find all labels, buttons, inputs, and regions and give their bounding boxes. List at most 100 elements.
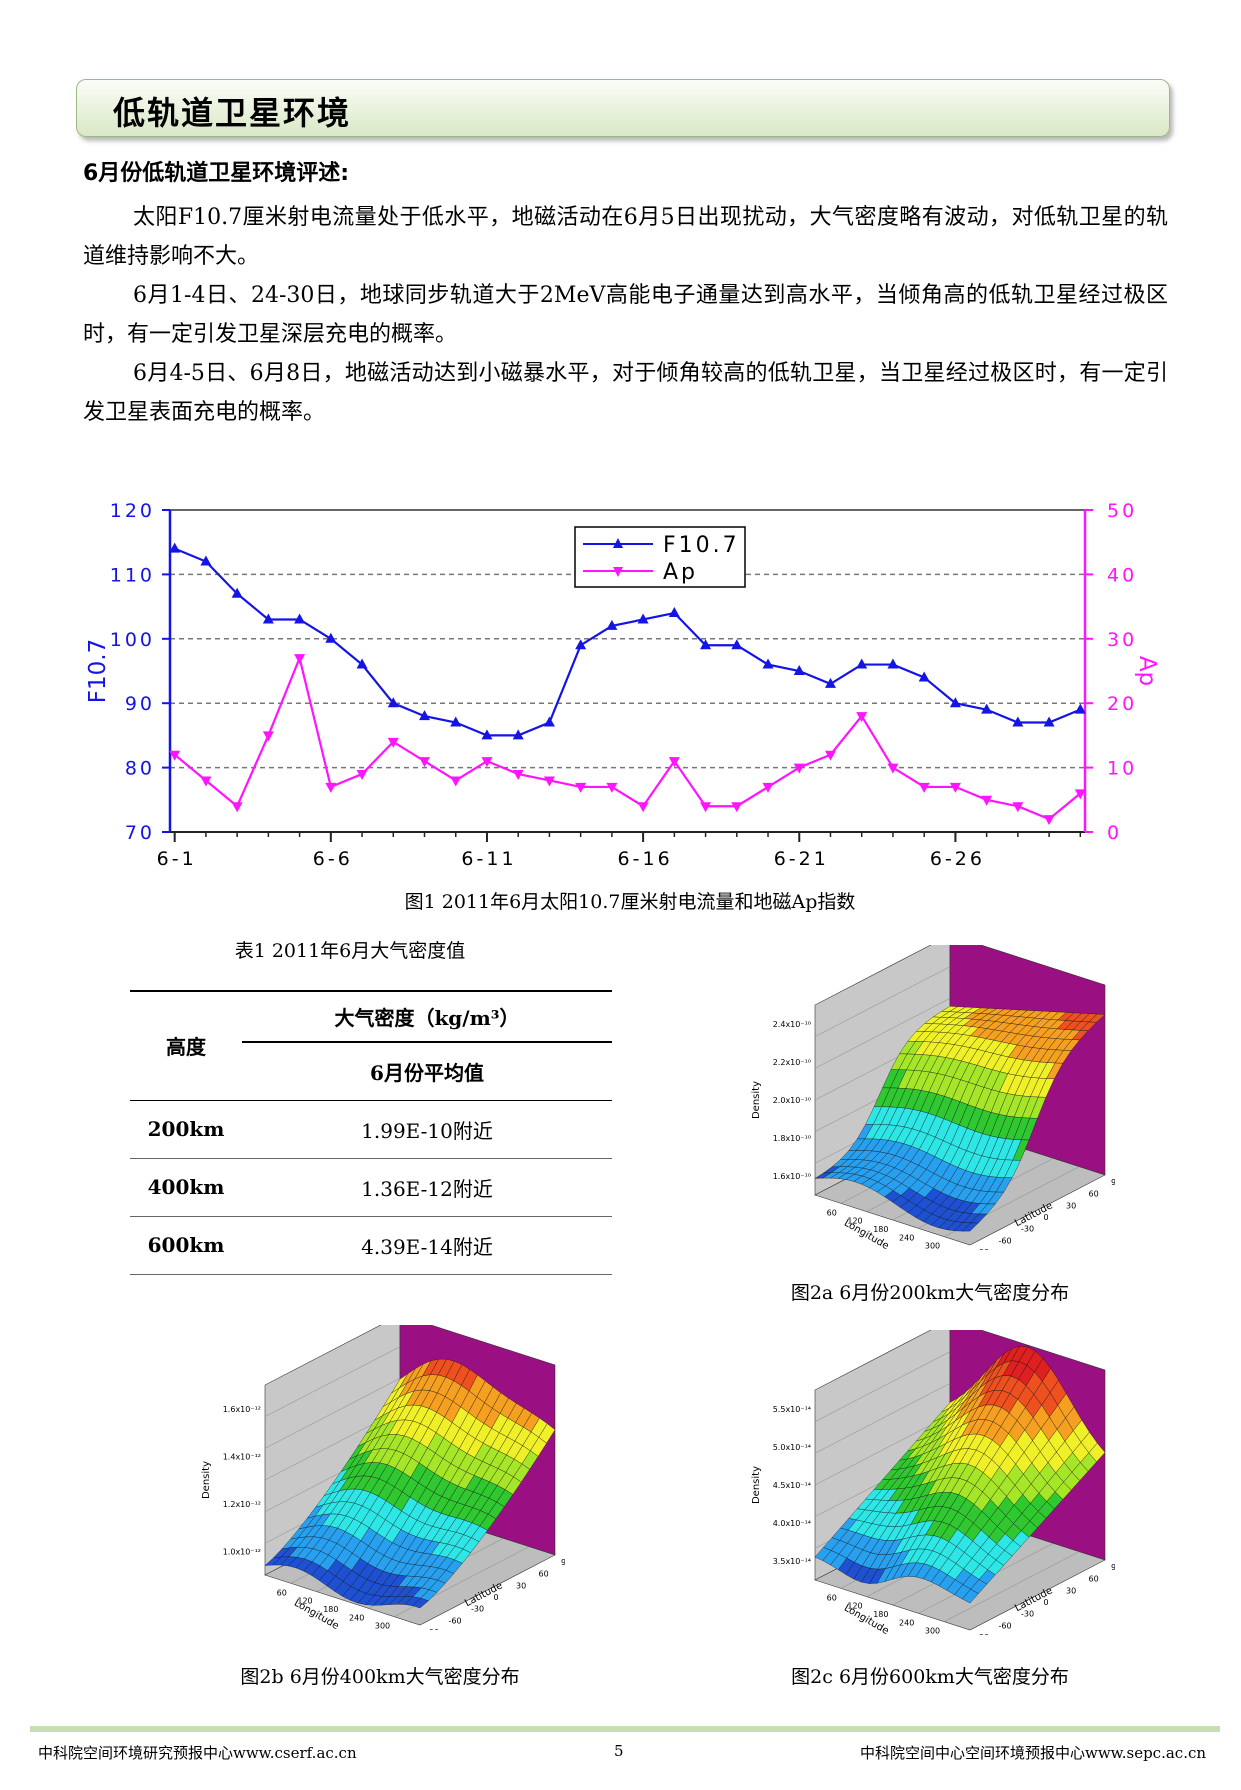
lon-tick-label: 240 xyxy=(899,1233,914,1242)
data-point xyxy=(450,776,462,787)
x-tick-label: 6-21 xyxy=(774,848,829,870)
lon-tick-label: 120 xyxy=(297,1597,312,1606)
right-axis-title: Ap xyxy=(1134,656,1160,686)
data-point xyxy=(668,757,680,768)
data-point xyxy=(637,613,649,624)
left-tick-label: 120 xyxy=(110,500,155,522)
data-point xyxy=(1074,703,1086,714)
row-value: 1.36E-12附近 xyxy=(242,1158,612,1217)
data-point xyxy=(294,613,306,624)
wall-grid xyxy=(814,1383,951,1454)
data-point xyxy=(606,619,618,630)
lat-tick-label: 90 xyxy=(1111,1563,1115,1572)
lat-tick-label: -90 xyxy=(426,1628,439,1630)
z-tick-label: 2.2x10⁻¹⁰ xyxy=(773,1058,811,1067)
paragraph-3: 6月4-5日、6月8日，地磁活动达到小磁暴水平，对于倾角较高的低轨卫星，当卫星经… xyxy=(83,361,1168,425)
data-point xyxy=(481,757,493,768)
data-point xyxy=(325,782,337,793)
data-point xyxy=(824,750,836,761)
lat-tick-label: 0 xyxy=(1044,1213,1049,1222)
lon-tick-label: 180 xyxy=(873,1610,888,1619)
data-point xyxy=(793,665,805,675)
table-header-row: 高度 大气密度（kg/m³） xyxy=(130,992,612,1101)
header-height: 高度 xyxy=(130,992,242,1101)
z-tick-label: 1.6x10⁻¹² xyxy=(223,1405,261,1414)
left-tick-label: 110 xyxy=(110,564,155,586)
data-point xyxy=(981,703,993,714)
row-height: 200km xyxy=(130,1100,242,1159)
lat-tick-label: -30 xyxy=(1021,1610,1034,1619)
row-height: 600km xyxy=(130,1216,242,1275)
data-point xyxy=(169,542,181,553)
right-tick-label: 50 xyxy=(1107,500,1137,522)
data-point xyxy=(731,639,743,650)
row-value: 1.99E-10附近 xyxy=(242,1100,612,1159)
density-table: 高度 大气密度（kg/m³） 6月份平均值 200km 1.99E-10附近 4… xyxy=(130,990,612,1275)
table-row: 200km 1.99E-10附近 xyxy=(130,1100,612,1159)
data-point xyxy=(1043,716,1055,727)
footer-right: 中科院空间中心空间环境预报中心www.sepc.ac.cn xyxy=(860,1744,1207,1762)
lon-tick-label: 180 xyxy=(873,1225,888,1234)
series-line-f107 xyxy=(174,547,1081,737)
surface-cell xyxy=(961,1222,979,1232)
data-point xyxy=(1012,716,1024,727)
z-tick-label: 1.4x10⁻¹² xyxy=(223,1452,261,1461)
data-point xyxy=(543,716,555,727)
z-tick-label: 1.0x10⁻¹² xyxy=(223,1547,261,1556)
data-point xyxy=(949,697,961,708)
data-point xyxy=(419,710,431,721)
lon-tick-label: 120 xyxy=(847,1217,862,1226)
data-point xyxy=(512,770,524,781)
lat-tick-label: 0 xyxy=(494,1593,499,1602)
density-map-400km: 1.0x10⁻¹² 1.2x10⁻¹² 1.4x10⁻¹² 1.6x10⁻¹² Dens… xyxy=(201,1325,565,1630)
z-tick-label: 1.2x10⁻¹² xyxy=(223,1500,261,1509)
data-point xyxy=(700,802,712,813)
row-height: 400km xyxy=(130,1158,242,1217)
data-point xyxy=(981,795,993,806)
surface-cell xyxy=(961,1589,979,1604)
density-axis-title: Density xyxy=(751,1081,762,1119)
data-point xyxy=(856,658,868,669)
legend-box xyxy=(574,526,746,588)
lat-tick-label: 60 xyxy=(539,1570,549,1579)
series-line-ap xyxy=(173,654,1082,821)
density-map-600km: 3.5x10⁻¹⁴ 4.0x10⁻¹⁴ 4.5x10⁻¹⁴ 5.0x10⁻¹⁴ 5.5x… xyxy=(751,1330,1115,1635)
lon-tick-label: 120 xyxy=(847,1602,862,1611)
x-tick-label: 6-6 xyxy=(313,848,353,870)
lat-tick-label: -90 xyxy=(976,1248,989,1250)
data-point xyxy=(294,654,306,665)
table-row: 400km 1.36E-12附近 xyxy=(130,1158,612,1217)
data-point xyxy=(637,802,649,813)
data-point xyxy=(918,782,930,793)
data-point xyxy=(918,671,930,682)
lon-tick-label: 240 xyxy=(899,1618,914,1627)
data-point xyxy=(1012,802,1024,813)
data-point xyxy=(481,729,493,740)
lat-tick-label: -30 xyxy=(1021,1225,1034,1234)
page-number: 5 xyxy=(614,1742,624,1760)
fig2b-caption: 图2b 6月份400km大气密度分布 xyxy=(240,1666,520,1688)
lon-tick-label: 60 xyxy=(277,1588,287,1597)
section-title: 低轨道卫星环境 xyxy=(113,94,352,132)
lon-tick-label: 300 xyxy=(925,1627,940,1635)
data-point xyxy=(949,782,961,793)
data-point xyxy=(887,763,899,774)
data-point xyxy=(856,712,868,723)
data-point xyxy=(231,802,243,813)
surface-cell xyxy=(411,1598,429,1609)
z-tick-label: 5.5x10⁻¹⁴ xyxy=(773,1405,811,1414)
data-point xyxy=(762,782,774,793)
section-banner: 低轨道卫星环境 xyxy=(76,79,1170,137)
floor-grid xyxy=(944,1551,1080,1622)
left-tick-label: 100 xyxy=(110,629,155,651)
x-tick-label: 6-26 xyxy=(930,848,985,870)
header-average: 6月份平均值 xyxy=(242,1042,612,1101)
header-density: 大气密度（kg/m³） xyxy=(242,992,612,1043)
data-point xyxy=(262,613,274,624)
wall-grid xyxy=(264,1346,401,1417)
row-value: 4.39E-14附近 xyxy=(242,1216,612,1275)
footer-left: 中科院空间环境研究预报中心www.cserf.ac.cn xyxy=(38,1744,357,1762)
lon-tick-label: 180 xyxy=(323,1605,338,1614)
wall-grid xyxy=(814,1414,951,1486)
table-row: 600km 4.39E-14附近 xyxy=(130,1216,612,1275)
